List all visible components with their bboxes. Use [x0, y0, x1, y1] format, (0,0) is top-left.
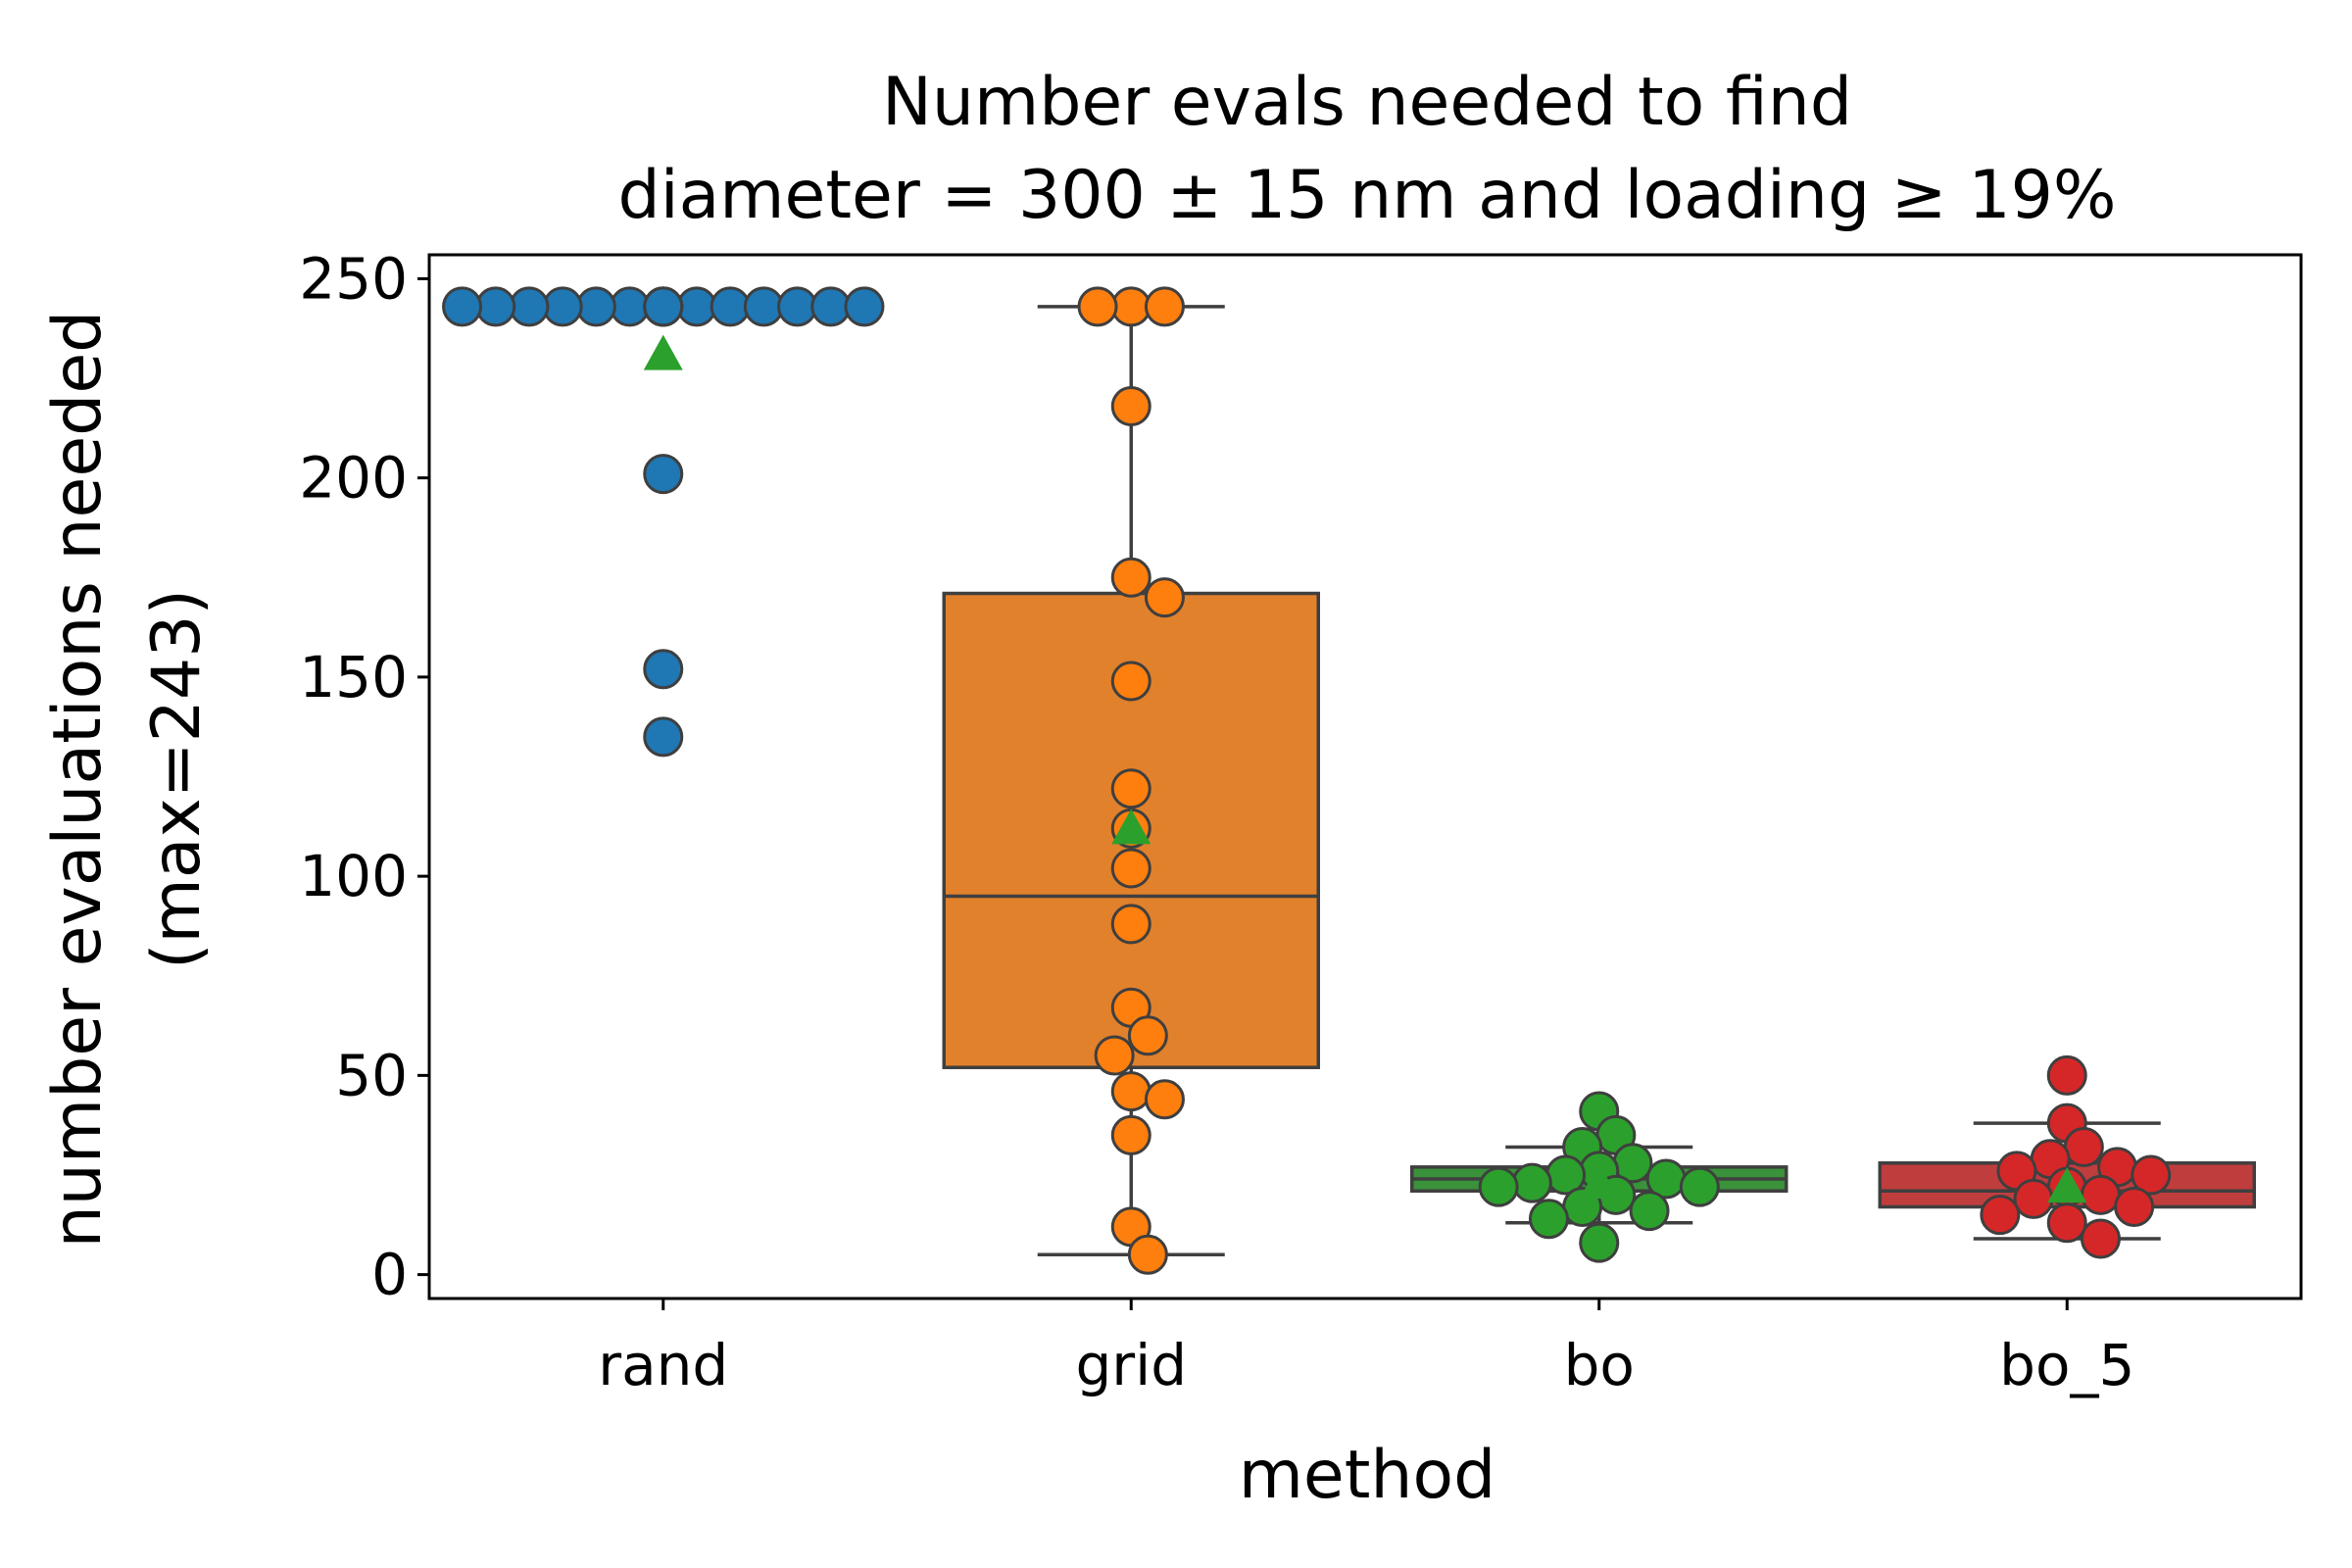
data-point	[1579, 1222, 1620, 1263]
data-point	[643, 454, 684, 495]
data-point	[1511, 1162, 1552, 1203]
data-point	[2013, 1178, 2054, 1219]
x-tick-label: bo	[1564, 1332, 1635, 1398]
data-point	[2080, 1174, 2121, 1215]
data-point	[643, 286, 684, 327]
plot-area	[442, 286, 2256, 1275]
y-tick-label: 50	[335, 1042, 408, 1108]
y-tick-label: 150	[299, 644, 408, 710]
data-point	[1110, 661, 1152, 702]
data-point	[442, 286, 483, 327]
data-point	[575, 286, 616, 327]
data-point	[610, 286, 651, 327]
data-point	[2114, 1187, 2155, 1228]
data-point	[1528, 1199, 1569, 1240]
data-point	[2046, 1054, 2087, 1096]
points-rand	[442, 286, 885, 758]
data-point	[1110, 768, 1152, 809]
y-axis-ticks: 0 50 100 150 200 250	[299, 245, 429, 1308]
y-tick-label: 0	[371, 1242, 408, 1308]
data-point	[2080, 1218, 2121, 1259]
data-point	[777, 286, 818, 327]
data-point	[1110, 557, 1152, 598]
data-point	[643, 649, 684, 690]
data-point	[844, 286, 885, 327]
points-bo_5	[1980, 1054, 2172, 1259]
data-point	[1980, 1195, 2021, 1236]
y-axis-label: number evaluations needed (max=243)	[39, 311, 216, 1249]
data-point	[810, 286, 852, 327]
mean-marker	[1579, 1163, 1619, 1200]
x-tick-label: bo_5	[1999, 1332, 2134, 1398]
data-point	[1478, 1166, 1519, 1207]
x-axis-ticks: rand grid bo bo_5	[598, 1298, 2134, 1398]
axes-frame	[427, 253, 2303, 1300]
data-point	[1144, 577, 1185, 618]
x-axis-label: method	[1239, 1437, 1496, 1514]
data-point	[1077, 286, 1118, 327]
data-point	[1110, 904, 1152, 945]
data-point	[743, 286, 784, 327]
data-point	[2063, 1127, 2104, 1168]
data-point	[676, 286, 717, 327]
y-tick-label: 250	[299, 245, 408, 312]
x-tick-label: rand	[598, 1332, 728, 1398]
y-tick-label: 200	[299, 445, 408, 512]
data-point	[2131, 1154, 2172, 1196]
data-point	[2046, 1202, 2087, 1244]
data-point	[1110, 848, 1152, 889]
y-tick-label: 100	[299, 843, 408, 909]
data-point	[1110, 1071, 1152, 1112]
mean-marker	[1111, 808, 1152, 845]
mean-marker	[643, 334, 683, 370]
data-point	[1127, 1234, 1168, 1275]
data-point	[475, 286, 516, 327]
x-tick-label: grid	[1075, 1332, 1187, 1398]
data-point	[1110, 1114, 1152, 1155]
data-point	[1127, 1015, 1168, 1056]
data-point	[542, 286, 583, 327]
chart-title-line-2: diameter = 300 ± 15 nm and loading ≥ 19%	[618, 157, 2117, 234]
data-point	[1094, 1035, 1135, 1076]
data-point	[1144, 286, 1185, 327]
points-grid	[1077, 286, 1185, 1275]
data-point	[1110, 385, 1152, 426]
data-point	[1679, 1166, 1720, 1207]
data-point	[710, 286, 751, 327]
data-point	[509, 286, 550, 327]
data-point	[643, 716, 684, 758]
chart-title-line-1: Number evals needed to find	[882, 64, 1852, 141]
data-point	[1144, 1079, 1185, 1120]
data-point	[1110, 286, 1152, 327]
y-axis-label-line-1: number evaluations needed	[39, 311, 117, 1249]
y-axis-label-line-2: (max=243)	[138, 589, 216, 969]
mean-marker	[2047, 1167, 2087, 1203]
data-point	[1629, 1191, 1670, 1232]
